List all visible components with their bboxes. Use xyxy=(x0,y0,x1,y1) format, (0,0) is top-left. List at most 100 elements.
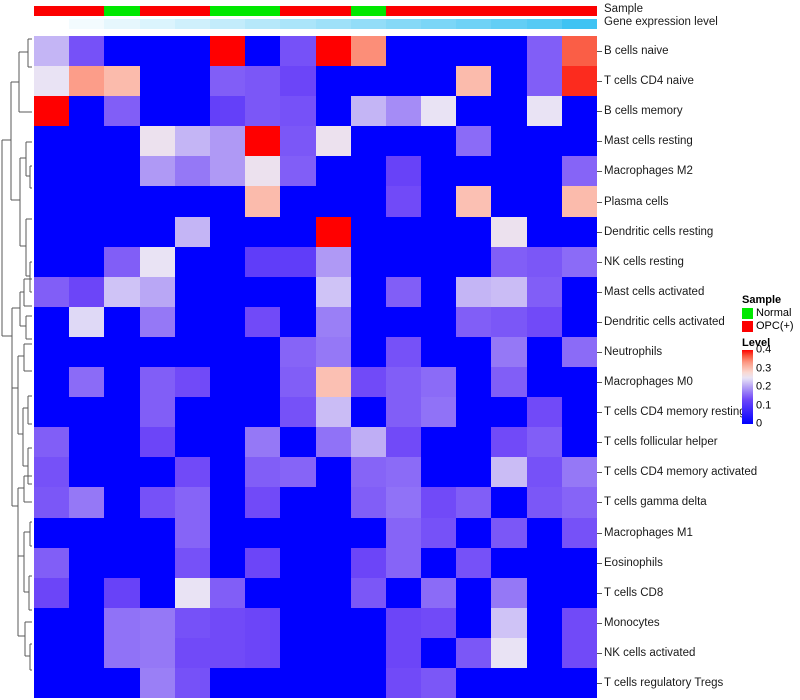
heatmap-cell[interactable] xyxy=(561,517,597,548)
heatmap-cell[interactable] xyxy=(456,397,492,428)
heatmap-cell[interactable] xyxy=(561,336,597,368)
heatmap-cell[interactable] xyxy=(69,487,105,518)
heatmap-cell[interactable] xyxy=(209,246,246,277)
heatmap-cell[interactable] xyxy=(209,276,246,307)
heatmap-cell[interactable] xyxy=(456,667,492,699)
heatmap-cell[interactable] xyxy=(280,607,316,638)
heatmap-cell[interactable] xyxy=(209,427,246,458)
heatmap-cell[interactable] xyxy=(315,517,351,548)
heatmap-cell[interactable] xyxy=(174,246,210,277)
heatmap-cell[interactable] xyxy=(421,547,457,578)
heatmap-cell[interactable] xyxy=(280,216,316,247)
heatmap-cell[interactable] xyxy=(456,547,492,578)
heatmap-cell[interactable] xyxy=(491,186,527,217)
heatmap-cell[interactable] xyxy=(139,637,175,668)
heatmap-cell[interactable] xyxy=(491,607,527,638)
heatmap-cell[interactable] xyxy=(245,637,281,668)
heatmap-cell[interactable] xyxy=(174,336,210,368)
heatmap-cell[interactable] xyxy=(104,36,140,67)
heatmap-cell[interactable] xyxy=(421,306,457,337)
heatmap-cell[interactable] xyxy=(315,276,351,307)
heatmap-cell[interactable] xyxy=(421,637,457,668)
heatmap-cell[interactable] xyxy=(315,637,351,668)
heatmap-cell[interactable] xyxy=(104,517,140,548)
heatmap-cell[interactable] xyxy=(69,156,105,187)
heatmap-cell[interactable] xyxy=(34,126,70,157)
heatmap-cell[interactable] xyxy=(174,66,210,97)
heatmap-cell[interactable] xyxy=(34,306,70,337)
heatmap-cell[interactable] xyxy=(139,427,175,458)
heatmap-cell[interactable] xyxy=(491,397,527,428)
heatmap-cell[interactable] xyxy=(491,96,527,127)
heatmap-cell[interactable] xyxy=(491,547,527,578)
heatmap-cell[interactable] xyxy=(104,547,140,578)
heatmap-cell[interactable] xyxy=(139,96,175,127)
heatmap-cell[interactable] xyxy=(139,216,175,247)
heatmap-cell[interactable] xyxy=(69,276,105,307)
heatmap-cell[interactable] xyxy=(34,637,70,668)
heatmap-cell[interactable] xyxy=(139,547,175,578)
heatmap-cell[interactable] xyxy=(139,397,175,428)
heatmap-cell[interactable] xyxy=(561,457,597,488)
heatmap-cell[interactable] xyxy=(34,216,70,247)
heatmap-cell[interactable] xyxy=(245,517,281,548)
heatmap-cell[interactable] xyxy=(245,276,281,307)
heatmap-cell[interactable] xyxy=(245,336,281,368)
heatmap-cell[interactable] xyxy=(34,66,70,97)
heatmap-cell[interactable] xyxy=(526,186,562,217)
heatmap-cell[interactable] xyxy=(69,517,105,548)
heatmap-cell[interactable] xyxy=(421,487,457,518)
heatmap-cell[interactable] xyxy=(491,276,527,307)
heatmap-cell[interactable] xyxy=(421,156,457,187)
heatmap-cell[interactable] xyxy=(561,156,597,187)
heatmap-cell[interactable] xyxy=(385,156,422,187)
heatmap-cell[interactable] xyxy=(421,36,457,67)
heatmap-cell[interactable] xyxy=(526,367,562,398)
heatmap-cell[interactable] xyxy=(350,276,386,307)
heatmap-cell[interactable] xyxy=(174,186,210,217)
heatmap-cell[interactable] xyxy=(421,336,457,368)
heatmap-cell[interactable] xyxy=(34,186,70,217)
heatmap-cell[interactable] xyxy=(209,336,246,368)
heatmap-cell[interactable] xyxy=(280,306,316,337)
heatmap-cell[interactable] xyxy=(385,276,422,307)
heatmap-cell[interactable] xyxy=(385,547,422,578)
heatmap-cell[interactable] xyxy=(315,607,351,638)
heatmap-cell[interactable] xyxy=(34,427,70,458)
heatmap-cell[interactable] xyxy=(385,487,422,518)
heatmap-cell[interactable] xyxy=(139,156,175,187)
heatmap-cell[interactable] xyxy=(280,276,316,307)
heatmap-cell[interactable] xyxy=(209,397,246,428)
heatmap-cell[interactable] xyxy=(526,667,562,699)
heatmap-cell[interactable] xyxy=(209,306,246,337)
heatmap-cell[interactable] xyxy=(209,367,246,398)
heatmap-cell[interactable] xyxy=(385,96,422,127)
heatmap-cell[interactable] xyxy=(34,547,70,578)
heatmap-cell[interactable] xyxy=(139,487,175,518)
heatmap-cell[interactable] xyxy=(104,306,140,337)
heatmap-cell[interactable] xyxy=(491,156,527,187)
heatmap-cell[interactable] xyxy=(315,457,351,488)
heatmap-cell[interactable] xyxy=(174,367,210,398)
heatmap-cell[interactable] xyxy=(174,216,210,247)
heatmap-cell[interactable] xyxy=(421,66,457,97)
heatmap-cell[interactable] xyxy=(280,577,316,608)
heatmap-cell[interactable] xyxy=(350,126,386,157)
heatmap-cell[interactable] xyxy=(104,216,140,247)
heatmap-cell[interactable] xyxy=(350,306,386,337)
heatmap-cell[interactable] xyxy=(385,457,422,488)
heatmap-cell[interactable] xyxy=(350,457,386,488)
heatmap-cell[interactable] xyxy=(421,126,457,157)
heatmap-cell[interactable] xyxy=(315,156,351,187)
heatmap-cell[interactable] xyxy=(561,306,597,337)
heatmap-cell[interactable] xyxy=(350,216,386,247)
heatmap-cell[interactable] xyxy=(385,336,422,368)
heatmap-cell[interactable] xyxy=(491,577,527,608)
heatmap-cell[interactable] xyxy=(526,637,562,668)
heatmap-cell[interactable] xyxy=(245,457,281,488)
heatmap-cell[interactable] xyxy=(34,276,70,307)
heatmap-cell[interactable] xyxy=(315,367,351,398)
heatmap-cell[interactable] xyxy=(280,336,316,368)
heatmap-cell[interactable] xyxy=(209,547,246,578)
heatmap-cell[interactable] xyxy=(561,397,597,428)
